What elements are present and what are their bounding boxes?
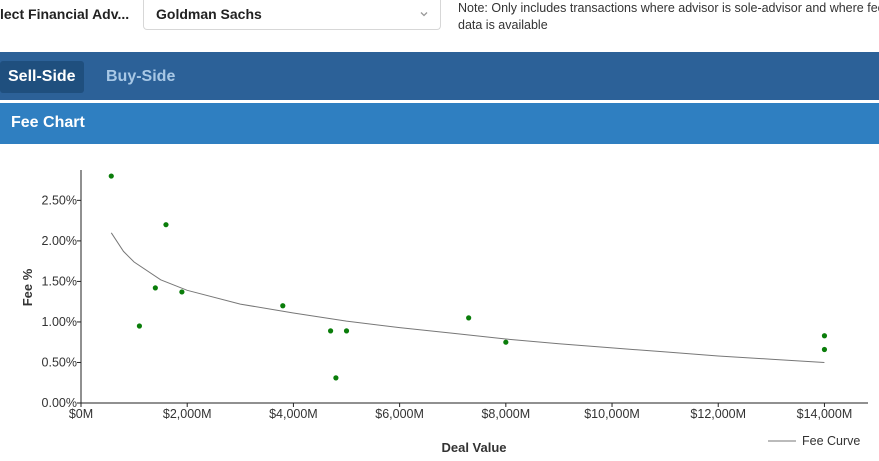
data-point xyxy=(179,289,185,295)
fee-chart: 0.00% 0.50% 1.00% 1.50% 2.00% 2.50% $0M $2,000M… xyxy=(20,170,868,455)
y-tick-label: 0.00% xyxy=(42,396,77,410)
data-point xyxy=(152,285,158,291)
data-point xyxy=(343,328,350,334)
advisor-select[interactable]: Goldman Sachs xyxy=(143,0,441,30)
data-point xyxy=(327,328,334,334)
data-point xyxy=(466,315,472,321)
filter-note-line-2: data is available xyxy=(458,18,548,32)
x-tick-label: $12,000M xyxy=(690,407,746,421)
section-title: Fee Chart xyxy=(11,114,85,131)
y-tick-label: 1.50% xyxy=(42,274,77,288)
x-tick-label: $2,000M xyxy=(163,407,212,421)
legend-label: Fee Curve xyxy=(802,434,860,448)
x-tick-label: $8,000M xyxy=(481,407,530,421)
x-tick-label: $4,000M xyxy=(269,407,318,421)
y-tick-label: 0.50% xyxy=(42,355,77,369)
data-point xyxy=(503,339,509,345)
data-point xyxy=(333,375,339,381)
x-tick-label: $10,000M xyxy=(584,407,640,421)
y-axis-title: Fee % xyxy=(20,268,35,306)
x-tick-label: $6,000M xyxy=(375,407,424,421)
y-tick-label: 1.00% xyxy=(42,315,77,329)
tab-sell-side[interactable]: Sell-Side xyxy=(0,61,84,93)
fee-chart-header: Fee Chart xyxy=(0,103,879,144)
y-tick-label: 2.00% xyxy=(42,234,77,248)
x-tick-label: $14,000M xyxy=(797,407,853,421)
side-tabs-bar: Sell-Side Buy-Side xyxy=(0,52,879,100)
data-point xyxy=(821,333,828,339)
advisor-filter-label: lect Financial Adv... xyxy=(0,6,130,22)
filter-note: Note: Only includes transactions where a… xyxy=(458,0,879,34)
fee-curve-line xyxy=(110,232,825,363)
x-tick-label: $0M xyxy=(69,407,93,421)
filter-note-line-1: Note: Only includes transactions where a… xyxy=(458,1,879,15)
advisor-select-value: Goldman Sachs xyxy=(156,6,262,22)
y-tick-label: 2.50% xyxy=(42,193,77,207)
filter-bar: lect Financial Adv... Goldman Sachs Note… xyxy=(0,0,879,52)
data-point xyxy=(108,173,114,179)
data-point xyxy=(280,303,286,309)
tab-buy-side[interactable]: Buy-Side xyxy=(106,68,176,85)
chevron-down-icon xyxy=(420,12,428,17)
divider xyxy=(0,100,879,103)
x-axis-title: Deal Value xyxy=(441,440,506,455)
data-point xyxy=(821,346,828,353)
data-point xyxy=(136,323,143,329)
data-point xyxy=(163,222,169,228)
